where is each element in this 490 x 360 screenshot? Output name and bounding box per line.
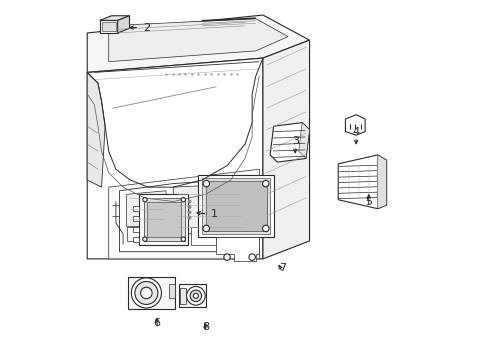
Polygon shape [378, 155, 387, 209]
Text: 5: 5 [365, 197, 372, 207]
Polygon shape [109, 19, 288, 62]
Polygon shape [179, 284, 205, 307]
Circle shape [135, 282, 158, 305]
Polygon shape [147, 202, 181, 237]
Polygon shape [87, 72, 105, 187]
Circle shape [203, 225, 210, 231]
Polygon shape [133, 216, 139, 221]
Circle shape [224, 254, 230, 260]
Circle shape [181, 198, 186, 202]
Circle shape [143, 198, 147, 202]
Polygon shape [128, 277, 175, 309]
Polygon shape [126, 226, 145, 241]
Polygon shape [345, 115, 365, 135]
Polygon shape [118, 16, 129, 33]
Polygon shape [87, 15, 310, 72]
Polygon shape [270, 123, 310, 162]
Circle shape [131, 278, 161, 308]
Polygon shape [100, 21, 118, 33]
Polygon shape [263, 40, 310, 259]
Polygon shape [198, 175, 274, 237]
Polygon shape [169, 284, 175, 298]
Polygon shape [120, 180, 252, 252]
Text: 6: 6 [154, 319, 161, 328]
Polygon shape [144, 198, 185, 241]
Polygon shape [338, 155, 387, 209]
Circle shape [263, 225, 269, 231]
Circle shape [141, 287, 152, 299]
Polygon shape [126, 191, 166, 226]
Circle shape [263, 180, 269, 187]
Circle shape [203, 180, 210, 187]
Text: 1: 1 [211, 209, 218, 219]
Polygon shape [87, 58, 263, 259]
Polygon shape [202, 178, 270, 234]
Polygon shape [139, 194, 188, 244]
Text: 7: 7 [279, 263, 286, 273]
Circle shape [194, 293, 198, 298]
Circle shape [188, 211, 191, 214]
Polygon shape [299, 123, 310, 158]
Text: 8: 8 [202, 322, 209, 332]
Polygon shape [133, 237, 139, 242]
Circle shape [188, 200, 191, 203]
Text: 2: 2 [143, 23, 150, 33]
Polygon shape [101, 22, 116, 31]
Circle shape [188, 216, 191, 219]
Circle shape [181, 237, 186, 241]
Text: 3: 3 [292, 136, 299, 145]
Polygon shape [180, 288, 186, 304]
Polygon shape [191, 226, 216, 244]
Circle shape [188, 206, 191, 208]
Circle shape [249, 254, 255, 260]
Polygon shape [205, 181, 267, 231]
Circle shape [187, 287, 205, 305]
Text: 4: 4 [353, 127, 360, 136]
Polygon shape [173, 184, 245, 234]
Polygon shape [109, 169, 259, 259]
Polygon shape [100, 16, 129, 21]
Polygon shape [216, 237, 259, 261]
Circle shape [190, 290, 201, 302]
Circle shape [143, 237, 147, 241]
Polygon shape [133, 206, 139, 211]
Polygon shape [133, 226, 139, 232]
